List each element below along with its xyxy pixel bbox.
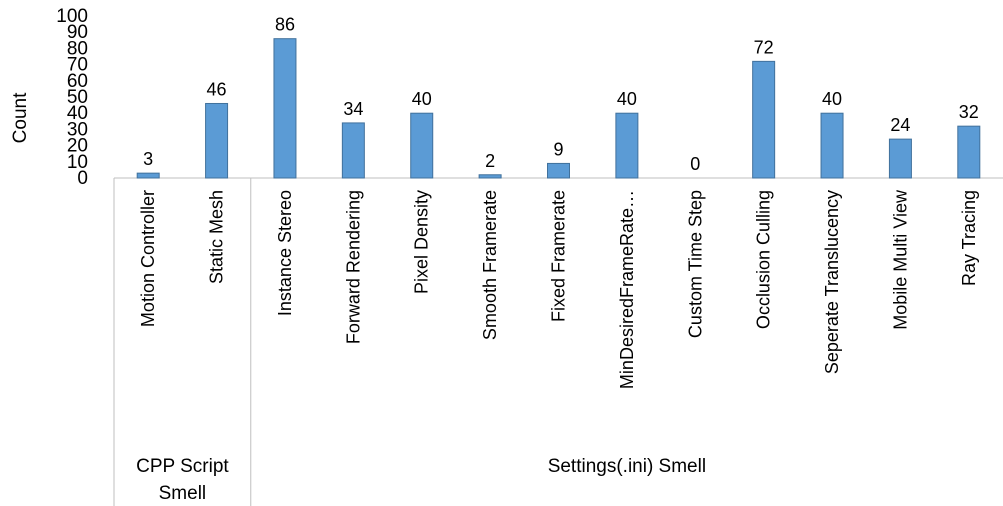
category-label: Mobile Multi View xyxy=(890,189,910,330)
data-label: 40 xyxy=(822,89,842,109)
data-label: 9 xyxy=(553,139,563,159)
y-tick-label: 20 xyxy=(67,136,88,157)
data-label: 3 xyxy=(143,149,153,169)
y-axis-title: Count xyxy=(10,92,31,143)
bar xyxy=(205,102,229,179)
category-label: Smooth Framerate xyxy=(480,190,500,340)
data-label: 0 xyxy=(690,154,700,174)
category-label: Static Mesh xyxy=(207,190,227,284)
y-tick-label: 100 xyxy=(56,6,88,27)
y-tick-label: 40 xyxy=(67,103,88,124)
category-label: Occlusion Culling xyxy=(754,190,774,329)
y-tick-label: 90 xyxy=(67,22,88,43)
bar xyxy=(341,122,365,179)
data-label: 46 xyxy=(207,79,227,99)
y-tick-label: 10 xyxy=(67,152,88,173)
group-label: Smell xyxy=(159,483,207,504)
data-label: 72 xyxy=(754,37,774,57)
category-label: Fixed Framerate xyxy=(549,190,569,322)
category-label: Motion Controller xyxy=(138,190,158,327)
group-label: Settings(.ini) Smell xyxy=(548,456,706,477)
data-label: 86 xyxy=(275,15,295,35)
bar xyxy=(820,112,844,179)
y-tick-label: 60 xyxy=(67,71,88,92)
bar xyxy=(136,172,160,179)
data-label: 34 xyxy=(343,99,363,119)
category-label: Seperate Translucency xyxy=(822,190,842,374)
category-groups: CPP Script Smell Settings(.ini) Smell xyxy=(136,178,706,506)
group-label: CPP Script xyxy=(136,456,229,477)
y-tick-label: 30 xyxy=(67,119,88,140)
y-tick-label: 70 xyxy=(67,55,88,76)
y-tick-label: 0 xyxy=(77,168,88,189)
category-label: Pixel Density xyxy=(412,190,432,294)
y-tick-label: 80 xyxy=(67,38,88,59)
bar xyxy=(478,174,502,179)
bar xyxy=(957,125,981,179)
category-label: Forward Rendering xyxy=(343,190,363,344)
data-label: 40 xyxy=(412,89,432,109)
bar xyxy=(547,162,570,179)
category-label: MinDesiredFrameRate… xyxy=(617,190,637,389)
bars xyxy=(136,38,981,179)
y-tick-label: 50 xyxy=(67,87,88,108)
data-label: 40 xyxy=(617,89,637,109)
category-label: Custom Time Step xyxy=(685,190,705,338)
category-label: Ray Tracing xyxy=(959,190,979,286)
bar xyxy=(615,112,639,179)
bar xyxy=(410,112,434,179)
bar xyxy=(752,60,776,179)
data-label: 2 xyxy=(485,151,495,171)
data-labels: 3 46 86 34 40 2 9 40 0 72 40 24 32 xyxy=(143,15,979,174)
category-label: Instance Stereo xyxy=(275,190,295,316)
category-labels: Motion Controller Static Mesh Instance Ste… xyxy=(138,189,979,389)
bar xyxy=(273,38,297,179)
data-label: 24 xyxy=(890,115,910,135)
data-label: 32 xyxy=(959,102,979,122)
bar xyxy=(888,138,912,179)
